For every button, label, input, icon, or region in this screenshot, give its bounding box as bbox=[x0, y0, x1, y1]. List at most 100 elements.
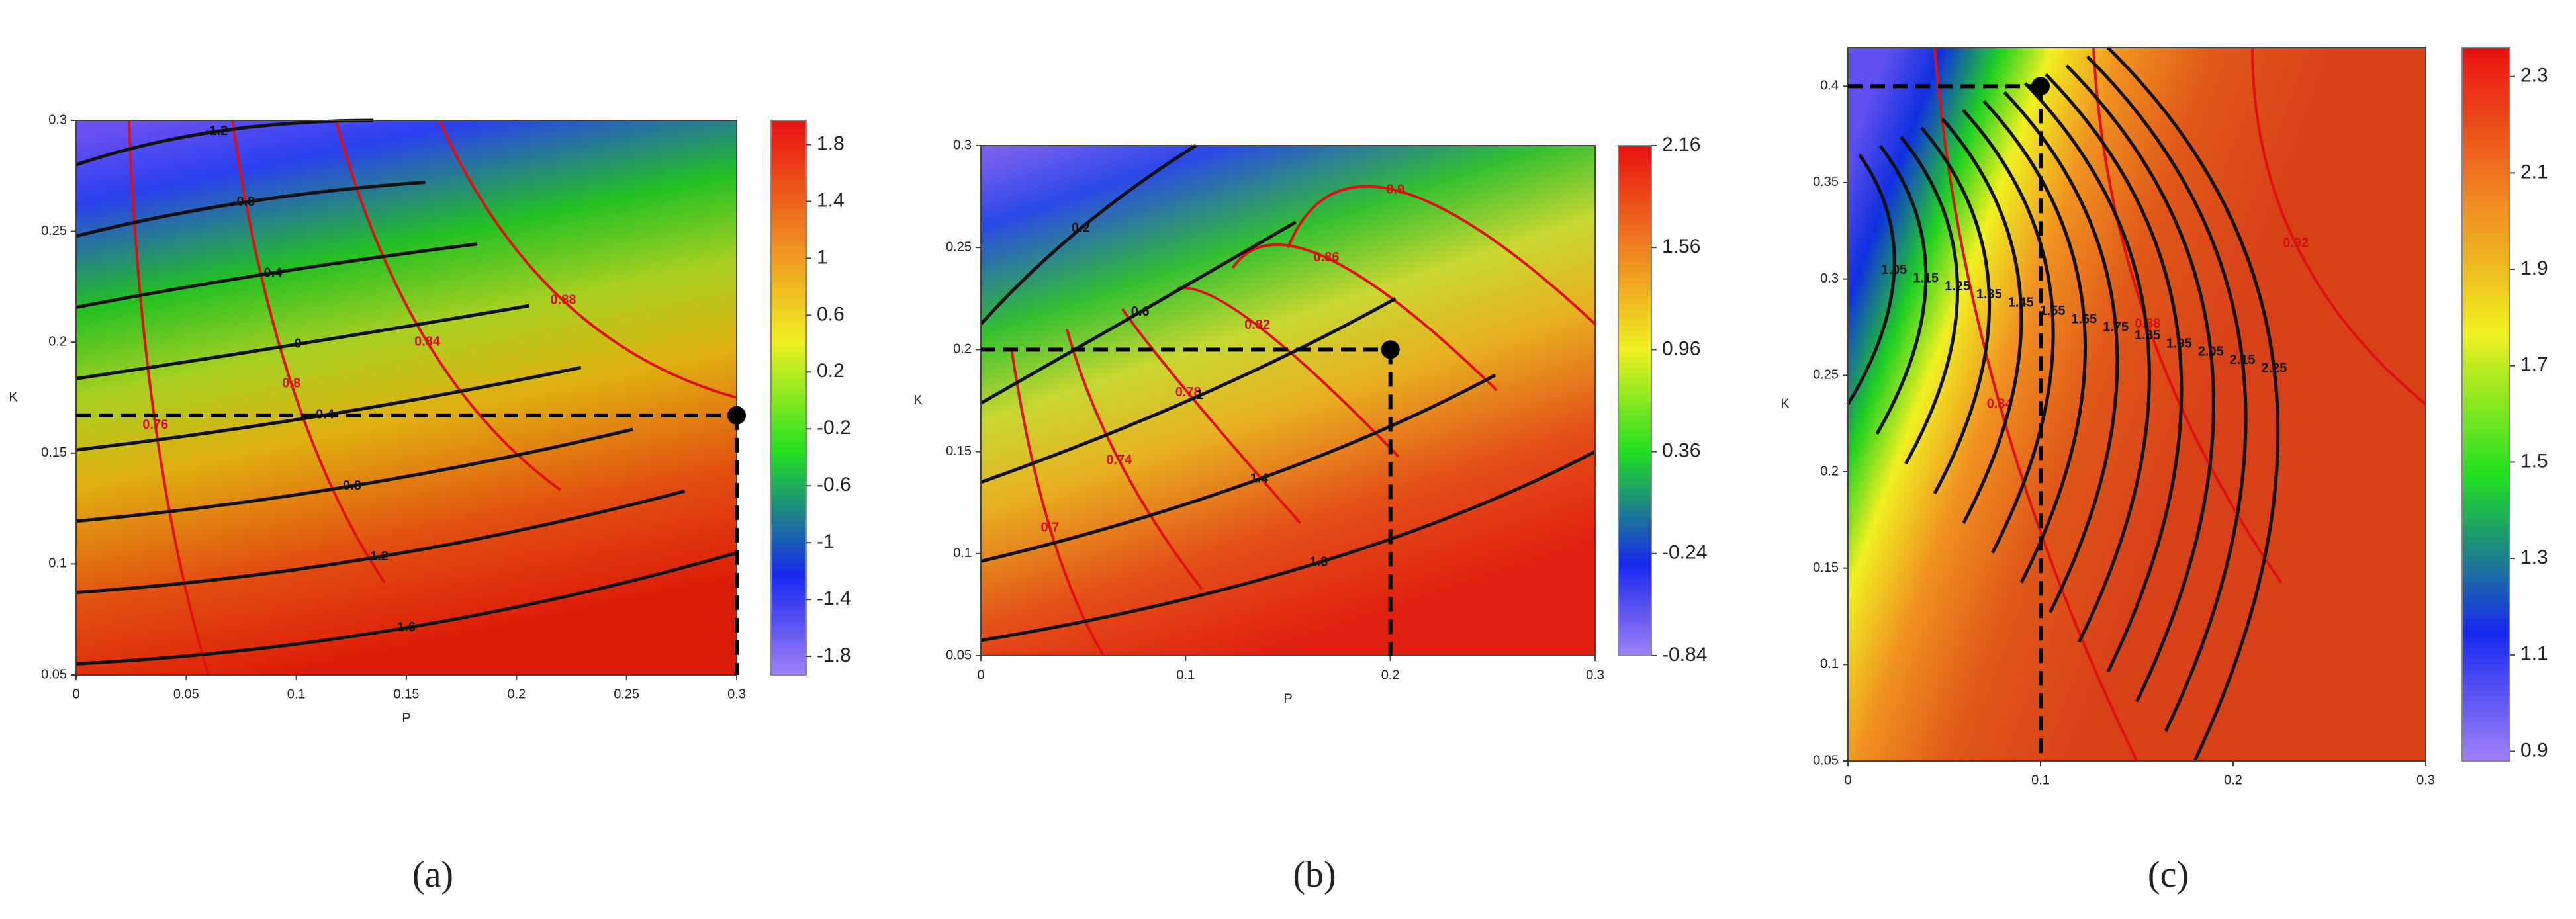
black-contour bbox=[2003, 91, 2119, 613]
colorbar bbox=[1618, 145, 1652, 656]
black-contour-label: 1 bbox=[1196, 388, 1203, 402]
y-tick-label: 0.3 bbox=[953, 138, 972, 152]
x-axis-label: P bbox=[402, 711, 410, 725]
black-contour-label: 1.35 bbox=[1976, 287, 2002, 302]
colorbar-tick-label: 0.96 bbox=[1662, 337, 1700, 359]
black-contour bbox=[75, 489, 686, 594]
colorbar-tick-label: 1.56 bbox=[1662, 236, 1700, 257]
black-contour bbox=[75, 242, 478, 309]
black-contour bbox=[980, 373, 1496, 563]
black-contour bbox=[2045, 73, 2184, 673]
red-contour bbox=[1121, 308, 1302, 524]
red-contour bbox=[1010, 349, 1105, 657]
black-contour-label: 2.05 bbox=[2198, 345, 2224, 359]
black-contour-label: 0.8 bbox=[343, 478, 361, 493]
black-contour-label: 1.05 bbox=[1881, 263, 1907, 277]
colorbar-tick-label: 1.4 bbox=[817, 189, 845, 211]
x-tick-label: 0 bbox=[72, 687, 79, 701]
y-tick-label: 0.25 bbox=[946, 240, 972, 254]
red-contour bbox=[2251, 47, 2427, 406]
red-contour-label: 0.88 bbox=[551, 293, 576, 308]
black-contour bbox=[75, 551, 737, 666]
x-tick-label: 0 bbox=[977, 668, 984, 682]
colorbar-tick-label: -0.24 bbox=[1662, 542, 1707, 564]
colorbar-tick-label: -0.6 bbox=[817, 474, 851, 496]
black-contour-label: 0 bbox=[294, 336, 301, 351]
y-tick-label: 0.2 bbox=[48, 334, 67, 349]
x-tick-label: 0.3 bbox=[727, 687, 746, 701]
red-contour-label: 0.86 bbox=[1314, 250, 1340, 265]
y-axis-label: K bbox=[913, 393, 923, 408]
x-tick-label: 0.3 bbox=[2416, 773, 2435, 787]
y-tick-label: 0.15 bbox=[946, 444, 972, 459]
x-tick-label: 0.2 bbox=[507, 687, 526, 701]
black-contour-label: 1.25 bbox=[1945, 279, 1970, 294]
black-contour bbox=[75, 304, 529, 380]
black-contour bbox=[2023, 82, 2151, 643]
black-contour bbox=[2065, 64, 2215, 703]
colorbar-tick-label: 2.3 bbox=[2520, 65, 2548, 87]
y-tick-label: 0.15 bbox=[1813, 560, 1839, 575]
black-contour bbox=[980, 144, 1197, 326]
plot-background bbox=[1848, 48, 2426, 761]
y-axis-label: K bbox=[9, 390, 18, 404]
black-contour bbox=[1941, 118, 2023, 524]
black-contour bbox=[75, 118, 374, 167]
black-contour-label: 1.4 bbox=[1250, 471, 1269, 486]
colorbar-tick-label: -1.8 bbox=[817, 644, 851, 666]
panel: 0.840.880.921.051.151.251.351.451.551.65… bbox=[1780, 46, 2548, 895]
x-tick-label: 0.05 bbox=[173, 687, 199, 701]
plot-frame bbox=[1847, 47, 2426, 762]
black-contour bbox=[1920, 126, 1992, 494]
x-tick-label: 0.15 bbox=[394, 687, 420, 701]
black-contour-label: 1.55 bbox=[2040, 304, 2066, 318]
red-contour bbox=[127, 120, 210, 676]
y-tick-label: 0.3 bbox=[48, 112, 67, 127]
colorbar-tick-label: -0.84 bbox=[1662, 644, 1707, 666]
red-contour-label: 0.82 bbox=[1244, 318, 1270, 332]
y-tick-label: 0.05 bbox=[1813, 753, 1839, 767]
y-tick-label: 0.1 bbox=[48, 556, 67, 571]
black-contour-label: 0.6 bbox=[1131, 304, 1150, 319]
colorbar-tick-label: 1.7 bbox=[2520, 354, 2548, 376]
black-contour bbox=[1846, 153, 1896, 406]
black-contour bbox=[2086, 55, 2248, 732]
y-tick-label: 0.15 bbox=[41, 445, 67, 460]
y-tick-label: 0.1 bbox=[953, 546, 972, 560]
colorbar-tick-label: 2.1 bbox=[2520, 161, 2548, 183]
black-contour-label: -0.8 bbox=[232, 195, 255, 209]
y-tick-label: 0.25 bbox=[1813, 368, 1839, 382]
x-axis-label: P bbox=[1283, 691, 1292, 706]
y-tick-label: 0.1 bbox=[1820, 657, 1839, 672]
colorbar-tick-label: 1.3 bbox=[2520, 547, 2548, 568]
red-contour bbox=[1287, 185, 1596, 326]
x-tick-label: 0.1 bbox=[287, 687, 306, 701]
panel-label: (b) bbox=[1293, 854, 1336, 895]
red-contour-label: 0.84 bbox=[1987, 396, 2013, 411]
black-contour-label: 1.45 bbox=[2008, 296, 2034, 310]
x-tick-label: 0.1 bbox=[1176, 668, 1195, 682]
black-contour-label: 1.8 bbox=[1309, 555, 1328, 570]
black-contour bbox=[1875, 144, 1928, 435]
black-contour bbox=[75, 427, 633, 523]
marked-point bbox=[2031, 77, 2050, 96]
x-tick-label: 0.2 bbox=[1381, 668, 1400, 682]
black-contour-label: 1.6 bbox=[397, 620, 416, 635]
colorbar-tick-label: 0.36 bbox=[1662, 440, 1700, 462]
y-tick-label: 0.05 bbox=[41, 667, 67, 681]
y-axis-label: K bbox=[1780, 396, 1790, 411]
black-contour-label: 1.2 bbox=[370, 549, 389, 564]
colorbar-tick-label: -1 bbox=[817, 531, 835, 552]
plot-frame bbox=[980, 145, 1596, 656]
panel-label: (a) bbox=[412, 854, 453, 895]
black-contour bbox=[75, 180, 426, 238]
x-tick-label: 0.2 bbox=[2224, 773, 2242, 787]
black-contour bbox=[1962, 109, 2055, 554]
black-contour-label: -0.4 bbox=[259, 265, 283, 280]
red-contour bbox=[438, 120, 737, 399]
black-contour bbox=[1900, 136, 1960, 465]
plot-background bbox=[76, 120, 737, 675]
marked-point bbox=[727, 406, 746, 425]
colorbar bbox=[770, 120, 807, 676]
colorbar-tick-label: 0.6 bbox=[817, 303, 845, 325]
